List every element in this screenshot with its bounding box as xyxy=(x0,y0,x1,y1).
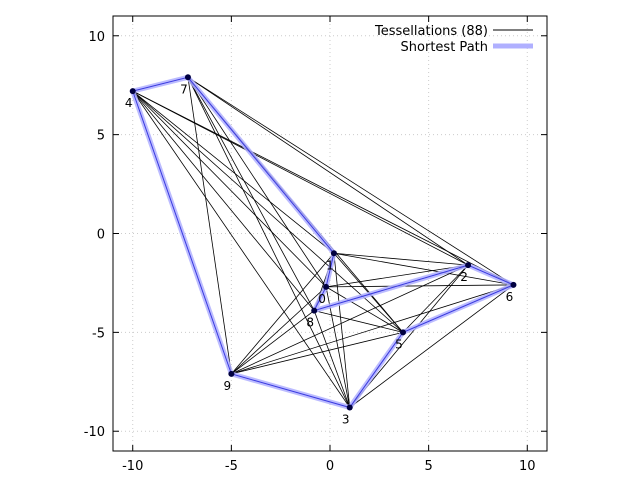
x-tick-label: -5 xyxy=(225,459,238,474)
tessellation-edge xyxy=(132,90,404,333)
node-point-1 xyxy=(330,250,337,257)
tessellation-edge xyxy=(132,90,335,254)
tessellation-edge xyxy=(231,264,469,375)
tessellation-edge xyxy=(187,77,315,311)
y-tick-label: 0 xyxy=(97,228,105,243)
node-point-3 xyxy=(346,404,353,411)
node-point-4 xyxy=(129,88,136,95)
tessellation-edge xyxy=(325,286,404,333)
node-label-1: 1 xyxy=(326,258,334,272)
tessellation-edge xyxy=(313,310,351,408)
tessellation-edge xyxy=(325,264,469,288)
node-label-7: 7 xyxy=(180,82,188,96)
tessellation-edge xyxy=(187,76,514,286)
x-tick-label: 10 xyxy=(519,459,536,474)
node-label-8: 8 xyxy=(306,316,314,330)
tessellation-edge xyxy=(231,310,315,375)
x-tick-label: -10 xyxy=(122,459,143,474)
tessellation-edge xyxy=(132,90,351,408)
tessellation-edge xyxy=(187,77,232,374)
node-point-9 xyxy=(228,370,235,377)
tessellation-edge xyxy=(349,284,514,408)
node-point-0 xyxy=(323,283,330,290)
node-point-6 xyxy=(510,281,517,288)
node-label-0: 0 xyxy=(318,292,326,306)
node-label-3: 3 xyxy=(342,413,350,427)
y-tick-label: -10 xyxy=(84,425,105,440)
tessellation-edge xyxy=(326,284,514,288)
node-point-7 xyxy=(184,74,191,81)
node-label-4: 4 xyxy=(125,96,133,110)
x-tick-label: 0 xyxy=(326,459,334,474)
tessellation-edge xyxy=(231,286,327,375)
tessellation-edge xyxy=(132,90,469,266)
node-point-5 xyxy=(399,329,406,336)
y-tick-label: -5 xyxy=(92,326,105,341)
nodes xyxy=(129,74,517,411)
tessellation-edge xyxy=(314,310,404,333)
tessellation-edge xyxy=(231,253,335,375)
node-labels: 1 2 3 4 5 6 7 8 9 0 xyxy=(125,82,513,426)
legend-label-shortest-path: Shortest Path xyxy=(401,40,488,55)
x-tick-label: 5 xyxy=(424,459,432,474)
node-label-5: 5 xyxy=(395,337,403,351)
tessellation-edge xyxy=(132,90,327,288)
node-label-2: 2 xyxy=(460,270,468,284)
tessellation-edge xyxy=(187,77,351,408)
legend: Tessellations (88) Shortest Path xyxy=(374,24,533,55)
shortest-path-band xyxy=(130,74,515,410)
tessellation-edge xyxy=(402,264,469,333)
node-point-2 xyxy=(465,262,472,269)
shortest-path xyxy=(130,74,515,410)
tessellation-edge xyxy=(231,284,514,375)
tessellation-edge xyxy=(132,90,315,311)
tessellation-edge xyxy=(187,76,469,266)
node-label-9: 9 xyxy=(224,379,232,393)
y-tick-label: 5 xyxy=(97,129,105,144)
node-label-6: 6 xyxy=(506,290,514,304)
tessellation-edge xyxy=(132,90,514,286)
tessellation-edge xyxy=(187,77,327,288)
y-tick-label: 10 xyxy=(88,30,105,45)
tessellation-edge xyxy=(333,252,469,266)
legend-label-tessellations: Tessellations (88) xyxy=(374,24,488,39)
node-point-8 xyxy=(311,307,318,314)
tessellation-edge xyxy=(231,331,404,375)
tessellation-edge xyxy=(333,252,514,286)
tessellation-edge xyxy=(333,253,351,408)
